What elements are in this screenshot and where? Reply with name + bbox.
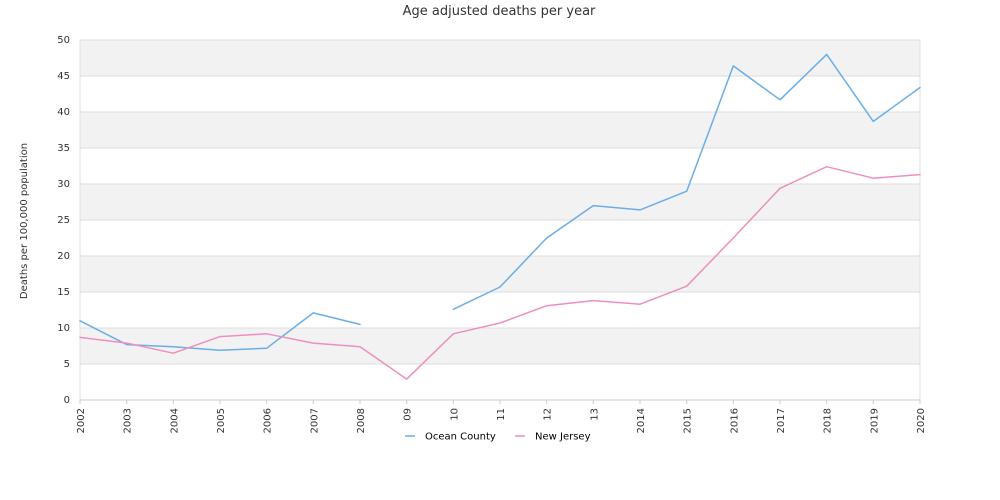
x-tick-label: 2008 (356, 408, 367, 433)
plot-band (80, 364, 920, 400)
x-tick-label: 2005 (216, 408, 227, 433)
y-axis-ticks: 0 5 10 15 20 25 30 35 40 45 50 (57, 35, 70, 406)
plot-band (80, 184, 920, 220)
y-axis-label: Deaths per 100,000 population (19, 143, 30, 299)
x-tick-label: 2003 (123, 408, 134, 433)
legend-item[interactable]: New Jersey (515, 432, 591, 443)
y-tick-label: 30 (57, 179, 70, 190)
plot-band (80, 148, 920, 184)
x-tick-label: 09 (403, 408, 414, 421)
x-tick-label: 2007 (309, 408, 320, 433)
x-tick-label: 2016 (729, 408, 740, 433)
x-tick-label: 2004 (169, 408, 180, 433)
plot-band (80, 328, 920, 364)
plot-bands (80, 40, 920, 400)
y-tick-label: 25 (57, 215, 70, 226)
y-tick-label: 20 (57, 251, 70, 262)
x-tick-label: 10 (449, 408, 460, 421)
legend-item[interactable]: Ocean County (405, 432, 496, 443)
y-tick-label: 15 (57, 287, 70, 298)
y-tick-label: 5 (64, 359, 70, 370)
series-line-0[interactable] (79, 53, 921, 352)
x-tick-label: 12 (543, 408, 554, 421)
x-tick-label: 2002 (76, 408, 87, 433)
chart-title: Age adjusted deaths per year (403, 4, 596, 19)
x-tick-label: 11 (496, 408, 507, 421)
legend-label: New Jersey (535, 432, 591, 443)
x-tick-label: 2014 (636, 408, 647, 433)
y-tick-label: 35 (57, 143, 70, 154)
y-tick-label: 0 (64, 395, 70, 406)
x-tick-label: 2015 (683, 408, 694, 433)
y-tick-label: 10 (57, 323, 70, 334)
series-line-1[interactable] (79, 165, 921, 380)
x-tick-label: 2019 (869, 408, 880, 433)
plot-band (80, 292, 920, 328)
plot-band (80, 40, 920, 76)
legend[interactable]: Ocean County New Jersey (405, 432, 591, 443)
x-tick-label: 2020 (916, 408, 927, 433)
y-tick-label: 45 (57, 71, 70, 82)
x-tick-label: 2006 (263, 408, 274, 433)
series-lines (79, 53, 921, 380)
x-tick-label: 2018 (823, 408, 834, 433)
plot-band (80, 112, 920, 148)
y-tick-label: 50 (57, 35, 70, 46)
x-tick-label: 13 (589, 408, 600, 421)
x-tick-label: 2017 (776, 408, 787, 433)
plot-band (80, 220, 920, 256)
y-tick-label: 40 (57, 107, 70, 118)
plot-band (80, 76, 920, 112)
legend-label: Ocean County (425, 432, 496, 443)
x-axis-ticks: 2002 2003 2004 2005 2006 2007 2008 09 10 11 12 13 20… (76, 400, 927, 433)
